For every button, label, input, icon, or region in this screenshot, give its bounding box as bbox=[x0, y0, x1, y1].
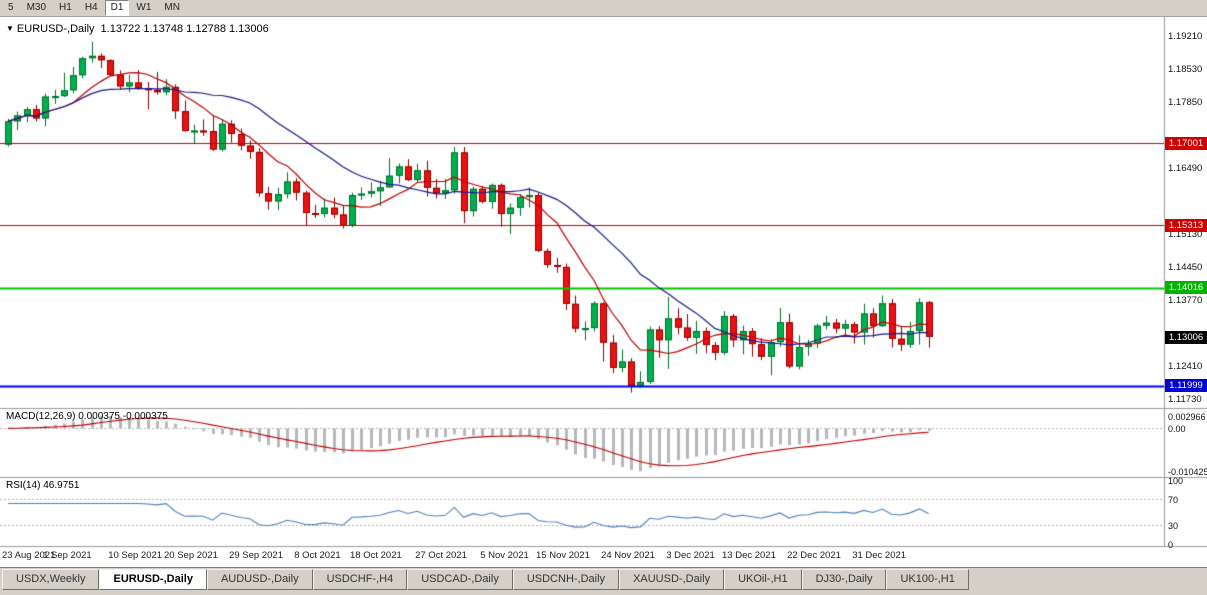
support-line-tag[interactable]: 1.11999 bbox=[1165, 379, 1207, 393]
timeframe-button-d1[interactable]: D1 bbox=[104, 0, 130, 16]
indicator-axis-label: -0.010425 bbox=[1168, 467, 1207, 477]
chart-symbol-period: EURUSD-,Daily bbox=[16, 23, 95, 35]
price-axis-label: 1.12410 bbox=[1168, 360, 1203, 372]
date-axis-label: 24 Nov 2021 bbox=[601, 550, 655, 561]
date-axis-label: 31 Dec 2021 bbox=[852, 550, 907, 561]
timeframe-toolbar: 5 M30 H1 H4 D1 W1 MN bbox=[0, 0, 1207, 17]
macd-indicator-label: MACD(12,26,9) 0.000375 -0.000375 bbox=[6, 411, 168, 422]
price-axis-label: 1.14450 bbox=[1168, 261, 1203, 273]
date-axis-label: 18 Oct 2021 bbox=[350, 550, 402, 561]
price-axis-label: 1.13770 bbox=[1168, 294, 1203, 306]
price-axis-label: 1.11730 bbox=[1168, 393, 1202, 405]
indicator-axis-label: 30 bbox=[1168, 520, 1179, 531]
chart-tab-usdcnh-daily[interactable]: USDCNH-,Daily bbox=[512, 569, 620, 590]
price-axis-label: 1.17850 bbox=[1168, 96, 1203, 108]
chart-tab-uk100-h1[interactable]: UK100-,H1 bbox=[886, 569, 969, 590]
rsi-indicator-label: RSI(14) 46.9751 bbox=[6, 480, 80, 491]
chart-tab-usdchf-h4[interactable]: USDCHF-,H4 bbox=[312, 569, 408, 590]
chart-tab-usdcad-daily[interactable]: USDCAD-,Daily bbox=[407, 569, 513, 590]
date-axis-label: 8 Oct 2021 bbox=[294, 550, 341, 561]
date-axis-label: 3 Dec 2021 bbox=[666, 550, 715, 561]
chart-ohlc-title: ▼ EURUSD-,Daily 1.13722 1.13748 1.12788 1.… bbox=[6, 23, 269, 35]
collapse-symbol-icon[interactable]: ▼ bbox=[6, 24, 14, 33]
chart-tab-usdx-weekly[interactable]: USDX,Weekly bbox=[2, 569, 100, 590]
resistance-line-2-tag[interactable]: 1.15313 bbox=[1165, 218, 1207, 232]
price-chart-canvas[interactable] bbox=[0, 17, 1207, 567]
chart-window: ▼ EURUSD-,Daily 1.13722 1.13748 1.12788 1.… bbox=[0, 17, 1207, 567]
chart-tab-audusd-daily[interactable]: AUDUSD-,Daily bbox=[206, 569, 313, 590]
indicator-axis-label: 0.00 bbox=[1168, 424, 1186, 435]
timeframe-button-5[interactable]: 5 bbox=[8, 2, 14, 13]
indicator-axis-label: 70 bbox=[1168, 495, 1179, 506]
date-axis-label: 20 Sep 2021 bbox=[164, 550, 218, 561]
date-axis-label: 29 Sep 2021 bbox=[229, 550, 283, 561]
price-axis-label: 1.18530 bbox=[1168, 63, 1203, 75]
price-axis-label: 1.19210 bbox=[1168, 30, 1203, 42]
indicator-axis-label: 0 bbox=[1168, 540, 1174, 550]
date-axis-label: 1 Sep 2021 bbox=[43, 550, 92, 561]
timeframe-button-h1[interactable]: H1 bbox=[59, 2, 72, 13]
target-line-tag[interactable]: 1.14016 bbox=[1165, 281, 1207, 295]
price-axis-label: 1.16490 bbox=[1168, 162, 1203, 174]
timeframe-button-mn[interactable]: MN bbox=[164, 2, 180, 13]
date-axis-label: 22 Dec 2021 bbox=[787, 550, 841, 561]
date-axis-label: 15 Nov 2021 bbox=[536, 550, 590, 561]
date-axis-label: 10 Sep 2021 bbox=[108, 550, 163, 561]
resistance-line-1-tag[interactable]: 1.17001 bbox=[1165, 136, 1207, 150]
date-axis-label: 5 Nov 2021 bbox=[480, 550, 529, 561]
chart-tab-dj30-daily[interactable]: DJ30-,Daily bbox=[801, 569, 887, 590]
chart-tab-bar: USDX,Weekly EURUSD-,Daily AUDUSD-,Daily USD… bbox=[0, 567, 1207, 595]
date-axis-label: 23 Aug 2021 bbox=[2, 550, 56, 561]
chart-ohlc-values: 1.13722 1.13748 1.12788 1.13006 bbox=[100, 23, 269, 35]
price-axis-label: 1.15130 bbox=[1168, 228, 1203, 240]
date-axis-label: 13 Dec 2021 bbox=[722, 550, 776, 561]
indicator-axis-label: 0.002966 bbox=[1168, 412, 1206, 422]
chart-tab-ukoil-h1[interactable]: UKOil-,H1 bbox=[724, 569, 802, 590]
current-price-tag: 1.13006 bbox=[1165, 330, 1207, 344]
chart-tab-eurusd-daily[interactable]: EURUSD-,Daily bbox=[99, 569, 207, 590]
indicator-axis-label: 100 bbox=[1168, 476, 1184, 486]
timeframe-button-h4[interactable]: H4 bbox=[84, 2, 98, 13]
chart-tab-xauusd-daily[interactable]: XAUUSD-,Daily bbox=[619, 569, 725, 590]
timeframe-button-m30[interactable]: M30 bbox=[26, 2, 47, 13]
timeframe-button-w1[interactable]: W1 bbox=[136, 2, 152, 13]
date-axis-label: 27 Oct 2021 bbox=[415, 550, 467, 561]
